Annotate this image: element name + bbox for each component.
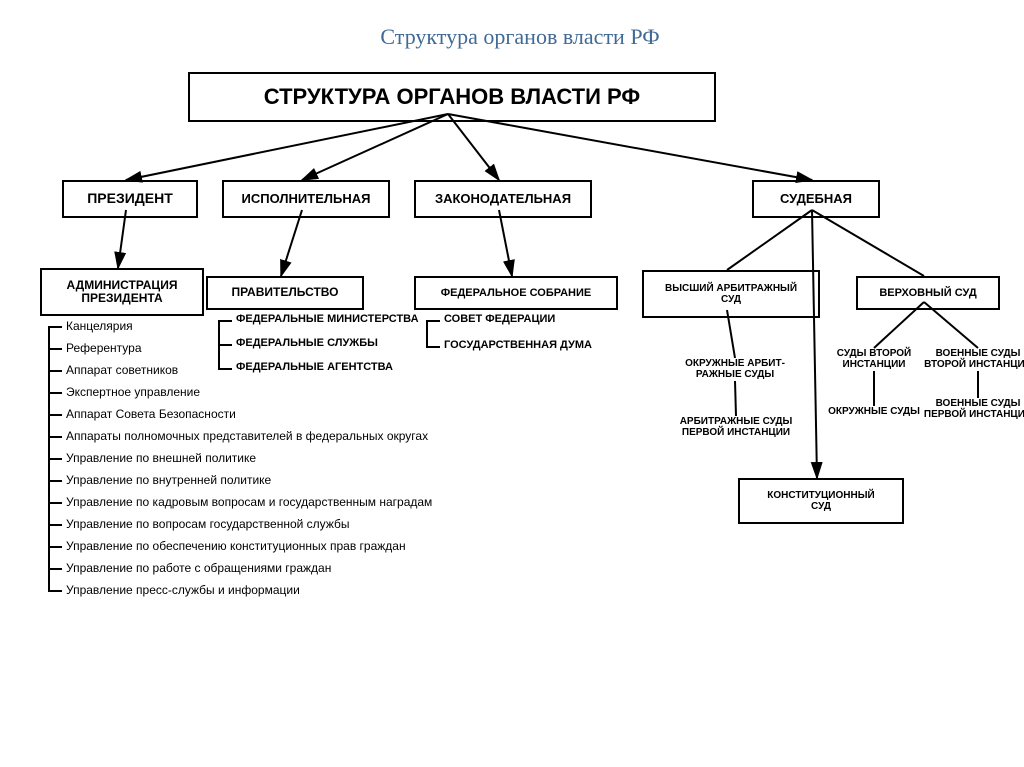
list-tick xyxy=(48,590,62,592)
list-tick xyxy=(48,480,62,482)
label-mil1: ВОЕННЫЕ СУДЫПЕРВОЙ ИНСТАНЦИИ xyxy=(918,398,1024,420)
box-fedsobr: ФЕДЕРАЛЬНОЕ СОБРАНИЕ xyxy=(414,276,618,310)
label-sud2: СУДЫ ВТОРОЙИНСТАНЦИИ xyxy=(824,348,924,370)
box-pres: ПРЕЗИДЕНТ xyxy=(62,180,198,218)
box-exec: ИСПОЛНИТЕЛЬНАЯ xyxy=(222,180,390,218)
list-item-legis: ГОСУДАРСТВЕННАЯ ДУМА xyxy=(444,339,592,351)
list-item-admin: Экспертное управление xyxy=(66,385,200,399)
page-title: Структура органов власти РФ xyxy=(280,24,760,50)
list-item-admin: Аппараты полномочных представителей в фе… xyxy=(66,429,428,443)
label-arb-first: АРБИТРАЖНЫЕ СУДЫПЕРВОЙ ИНСТАНЦИИ xyxy=(656,416,816,438)
list-spine-legis xyxy=(426,320,428,348)
box-legis: ЗАКОНОДАТЕЛЬНАЯ xyxy=(414,180,592,218)
list-tick xyxy=(48,546,62,548)
list-tick xyxy=(48,524,62,526)
list-item-admin: Канцелярия xyxy=(66,319,133,333)
list-tick xyxy=(48,348,62,350)
list-tick xyxy=(426,346,440,348)
list-item-admin: Управление по кадровым вопросам и госуда… xyxy=(66,495,432,509)
list-tick xyxy=(218,344,232,346)
list-tick xyxy=(48,326,62,328)
label-okr-arb: ОКРУЖНЫЕ АРБИТ-РАЖНЫЕ СУДЫ xyxy=(660,358,810,380)
box-admin: АДМИНИСТРАЦИЯПРЕЗИДЕНТА xyxy=(40,268,204,316)
list-item-admin: Управление по обеспечению конституционны… xyxy=(66,539,406,553)
list-item-admin: Управление пресс-службы и информации xyxy=(66,583,300,597)
list-tick xyxy=(48,392,62,394)
label-okr: ОКРУЖНЫЕ СУДЫ xyxy=(820,406,928,417)
list-tick xyxy=(48,568,62,570)
list-item-admin: Управление по внешней политике xyxy=(66,451,256,465)
list-tick xyxy=(48,436,62,438)
list-tick xyxy=(426,320,440,322)
diagram-root: Структура органов власти РФ СТРУКТУРА ОРГ… xyxy=(0,0,1024,767)
list-tick xyxy=(48,414,62,416)
list-tick xyxy=(218,368,232,370)
list-tick xyxy=(48,458,62,460)
list-item-admin: Референтура xyxy=(66,341,142,355)
list-item-exec: ФЕДЕРАЛЬНЫЕ АГЕНТСТВА xyxy=(236,361,393,373)
box-gov: ПРАВИТЕЛЬСТВО xyxy=(206,276,364,310)
list-item-admin: Управление по внутренней политике xyxy=(66,473,271,487)
list-tick xyxy=(218,320,232,322)
box-const: КОНСТИТУЦИОННЫЙСУД xyxy=(738,478,904,524)
list-item-admin: Аппарат Совета Безопасности xyxy=(66,407,236,421)
list-item-admin: Аппарат советников xyxy=(66,363,178,377)
box-arb: ВЫСШИЙ АРБИТРАЖНЫЙСУД xyxy=(642,270,820,318)
list-item-exec: ФЕДЕРАЛЬНЫЕ СЛУЖБЫ xyxy=(236,337,378,349)
list-item-admin: Управление по работе с обращениями гражд… xyxy=(66,561,331,575)
label-mil2: ВОЕННЫЕ СУДЫВТОРОЙ ИНСТАНЦИИ xyxy=(918,348,1024,370)
list-item-admin: Управление по вопросам государственной с… xyxy=(66,517,349,531)
box-sup: ВЕРХОВНЫЙ СУД xyxy=(856,276,1000,310)
list-item-exec: ФЕДЕРАЛЬНЫЕ МИНИСТЕРСТВА xyxy=(236,313,419,325)
list-tick xyxy=(48,370,62,372)
box-jud: СУДЕБНАЯ xyxy=(752,180,880,218)
list-tick xyxy=(48,502,62,504)
box-root: СТРУКТУРА ОРГАНОВ ВЛАСТИ РФ xyxy=(188,72,716,122)
list-item-legis: СОВЕТ ФЕДЕРАЦИИ xyxy=(444,313,555,325)
